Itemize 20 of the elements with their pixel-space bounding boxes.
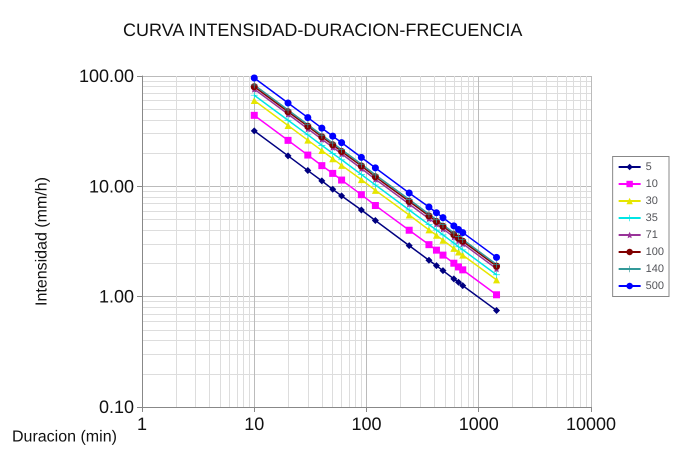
y-tick-label: 0.10 — [98, 397, 134, 417]
y-tick-label: 100.00 — [78, 66, 134, 86]
x-tick-label: 100 — [351, 414, 382, 434]
chart-title: CURVA INTENSIDAD-DURACION-FRECUENCIA — [123, 20, 522, 40]
legend-label: 100 — [646, 246, 664, 258]
legend-label: 140 — [646, 263, 664, 275]
legend-label: 35 — [646, 212, 658, 224]
legend-label: 10 — [646, 178, 658, 190]
x-tick-label: 1 — [136, 414, 148, 434]
x-tick-label: 1000 — [458, 414, 499, 434]
legend-label: 30 — [646, 195, 658, 207]
legend-label: 500 — [646, 280, 664, 292]
y-axis-title: Intensidad (mm/h) — [34, 177, 50, 306]
x-axis-title: Duracion (min) — [12, 428, 117, 446]
legend-label: 5 — [646, 161, 652, 173]
legend-label: 71 — [646, 229, 658, 241]
y-tick-label: 1.00 — [98, 286, 134, 307]
x-tick-label: 10000 — [566, 414, 616, 434]
x-tick-label: 10 — [244, 414, 264, 434]
y-tick-label: 10.00 — [88, 176, 134, 196]
